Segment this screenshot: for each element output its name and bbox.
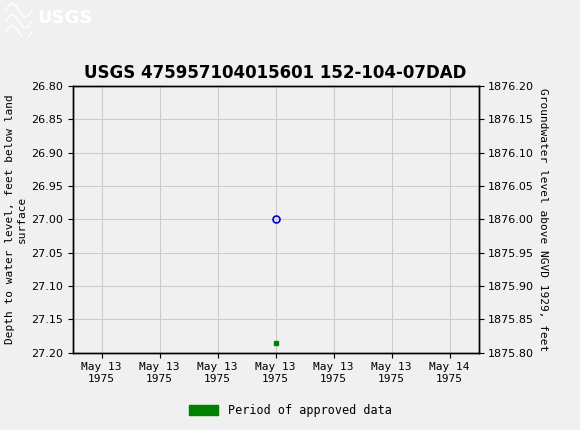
Text: USGS: USGS — [38, 9, 93, 27]
Legend: Period of approved data: Period of approved data — [184, 399, 396, 422]
Title: USGS 475957104015601 152-104-07DAD: USGS 475957104015601 152-104-07DAD — [84, 64, 467, 82]
Y-axis label: Depth to water level, feet below land
surface: Depth to water level, feet below land su… — [5, 95, 27, 344]
Y-axis label: Groundwater level above NGVD 1929, feet: Groundwater level above NGVD 1929, feet — [538, 88, 548, 351]
